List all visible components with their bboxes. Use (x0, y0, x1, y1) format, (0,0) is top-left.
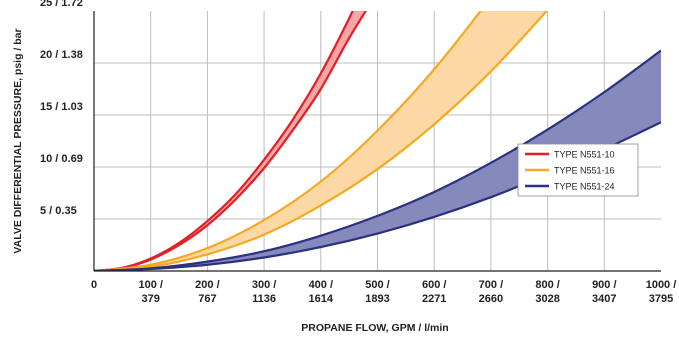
x-tick-label: 600 / (422, 279, 446, 291)
upper-line-type-n551-16 (94, 11, 482, 271)
legend-label-type-n551-16: TYPE N551-16 (554, 166, 615, 176)
y-tick-label: 5 / 0.35 (40, 205, 77, 217)
x-tick-label-metric: 1614 (309, 293, 334, 305)
x-tick-label-metric: 767 (198, 293, 216, 305)
y-axis-title: VALVE DIFFERENTIAL PRESSURE, psig / bar (12, 28, 24, 253)
y-tick-label: 15 / 1.03 (40, 101, 83, 113)
x-tick-label: 200 / (195, 279, 219, 291)
x-tick-label: 1000 / (646, 279, 677, 291)
x-tick-label-metric: 2660 (479, 293, 503, 305)
x-tick-label: 800 / (535, 279, 559, 291)
x-tick-label: 400 / (309, 279, 333, 291)
x-tick-label-metric: 3407 (592, 293, 616, 305)
plot-frame (93, 11, 661, 272)
y-tick-label: 10 / 0.69 (40, 153, 83, 165)
x-tick-label: 700 / (479, 279, 503, 291)
x-tick-label-metric: 1136 (252, 293, 276, 305)
x-tick-label: 100 / (138, 279, 162, 291)
legend: TYPE N551-10 TYPE N551-16 TYPE N551-24 (517, 143, 639, 197)
x-tick-label-metric: 3795 (649, 293, 673, 305)
band-type-n551-16 (94, 11, 547, 271)
x-tick-label: 500 / (365, 279, 389, 291)
y-tick-label: 25 / 1.72 (40, 0, 83, 9)
x-tick-label-metric: 379 (142, 293, 160, 305)
x-axis-title: PROPANE FLOW, GPM / l/min (301, 322, 448, 334)
x-tick-label-metric: 1893 (365, 293, 389, 305)
legend-label-type-n551-10: TYPE N551-10 (554, 150, 615, 160)
y-tick-label: 20 / 1.38 (40, 49, 83, 61)
x-tick-label-metric: 3028 (535, 293, 559, 305)
lower-line-type-n551-10 (94, 11, 368, 271)
lower-line-type-n551-16 (94, 11, 549, 271)
x-tick-label: 900 / (592, 279, 616, 291)
x-tick-label-metric: 2271 (422, 293, 446, 305)
legend-label-type-n551-24: TYPE N551-24 (554, 182, 615, 192)
x-tick-label: 300 / (252, 279, 276, 291)
tick-labels: 0 100 / 379 200 / 767 300 / 1136 400 / 1614 500 /… (40, 0, 676, 305)
x-tick-label: 0 (91, 279, 97, 291)
upper-line-type-n551-24 (94, 49, 661, 271)
